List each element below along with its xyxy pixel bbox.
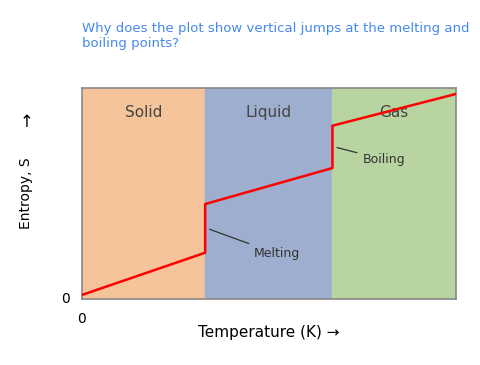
- Text: ↑: ↑: [20, 114, 33, 131]
- Bar: [205, 88, 333, 299]
- Bar: [82, 88, 205, 299]
- Text: Solid: Solid: [125, 104, 162, 119]
- Text: 0: 0: [77, 312, 86, 326]
- Text: Entropy, S: Entropy, S: [19, 158, 34, 229]
- Text: Temperature (K) →: Temperature (K) →: [198, 325, 339, 340]
- Text: Gas: Gas: [380, 104, 409, 119]
- Text: 0: 0: [61, 292, 71, 306]
- Bar: [333, 88, 456, 299]
- Text: Liquid: Liquid: [246, 104, 292, 119]
- Text: Melting: Melting: [210, 229, 300, 260]
- Text: Boiling: Boiling: [337, 147, 405, 166]
- Text: Why does the plot show vertical jumps at the melting and
boiling points?: Why does the plot show vertical jumps at…: [82, 22, 469, 50]
